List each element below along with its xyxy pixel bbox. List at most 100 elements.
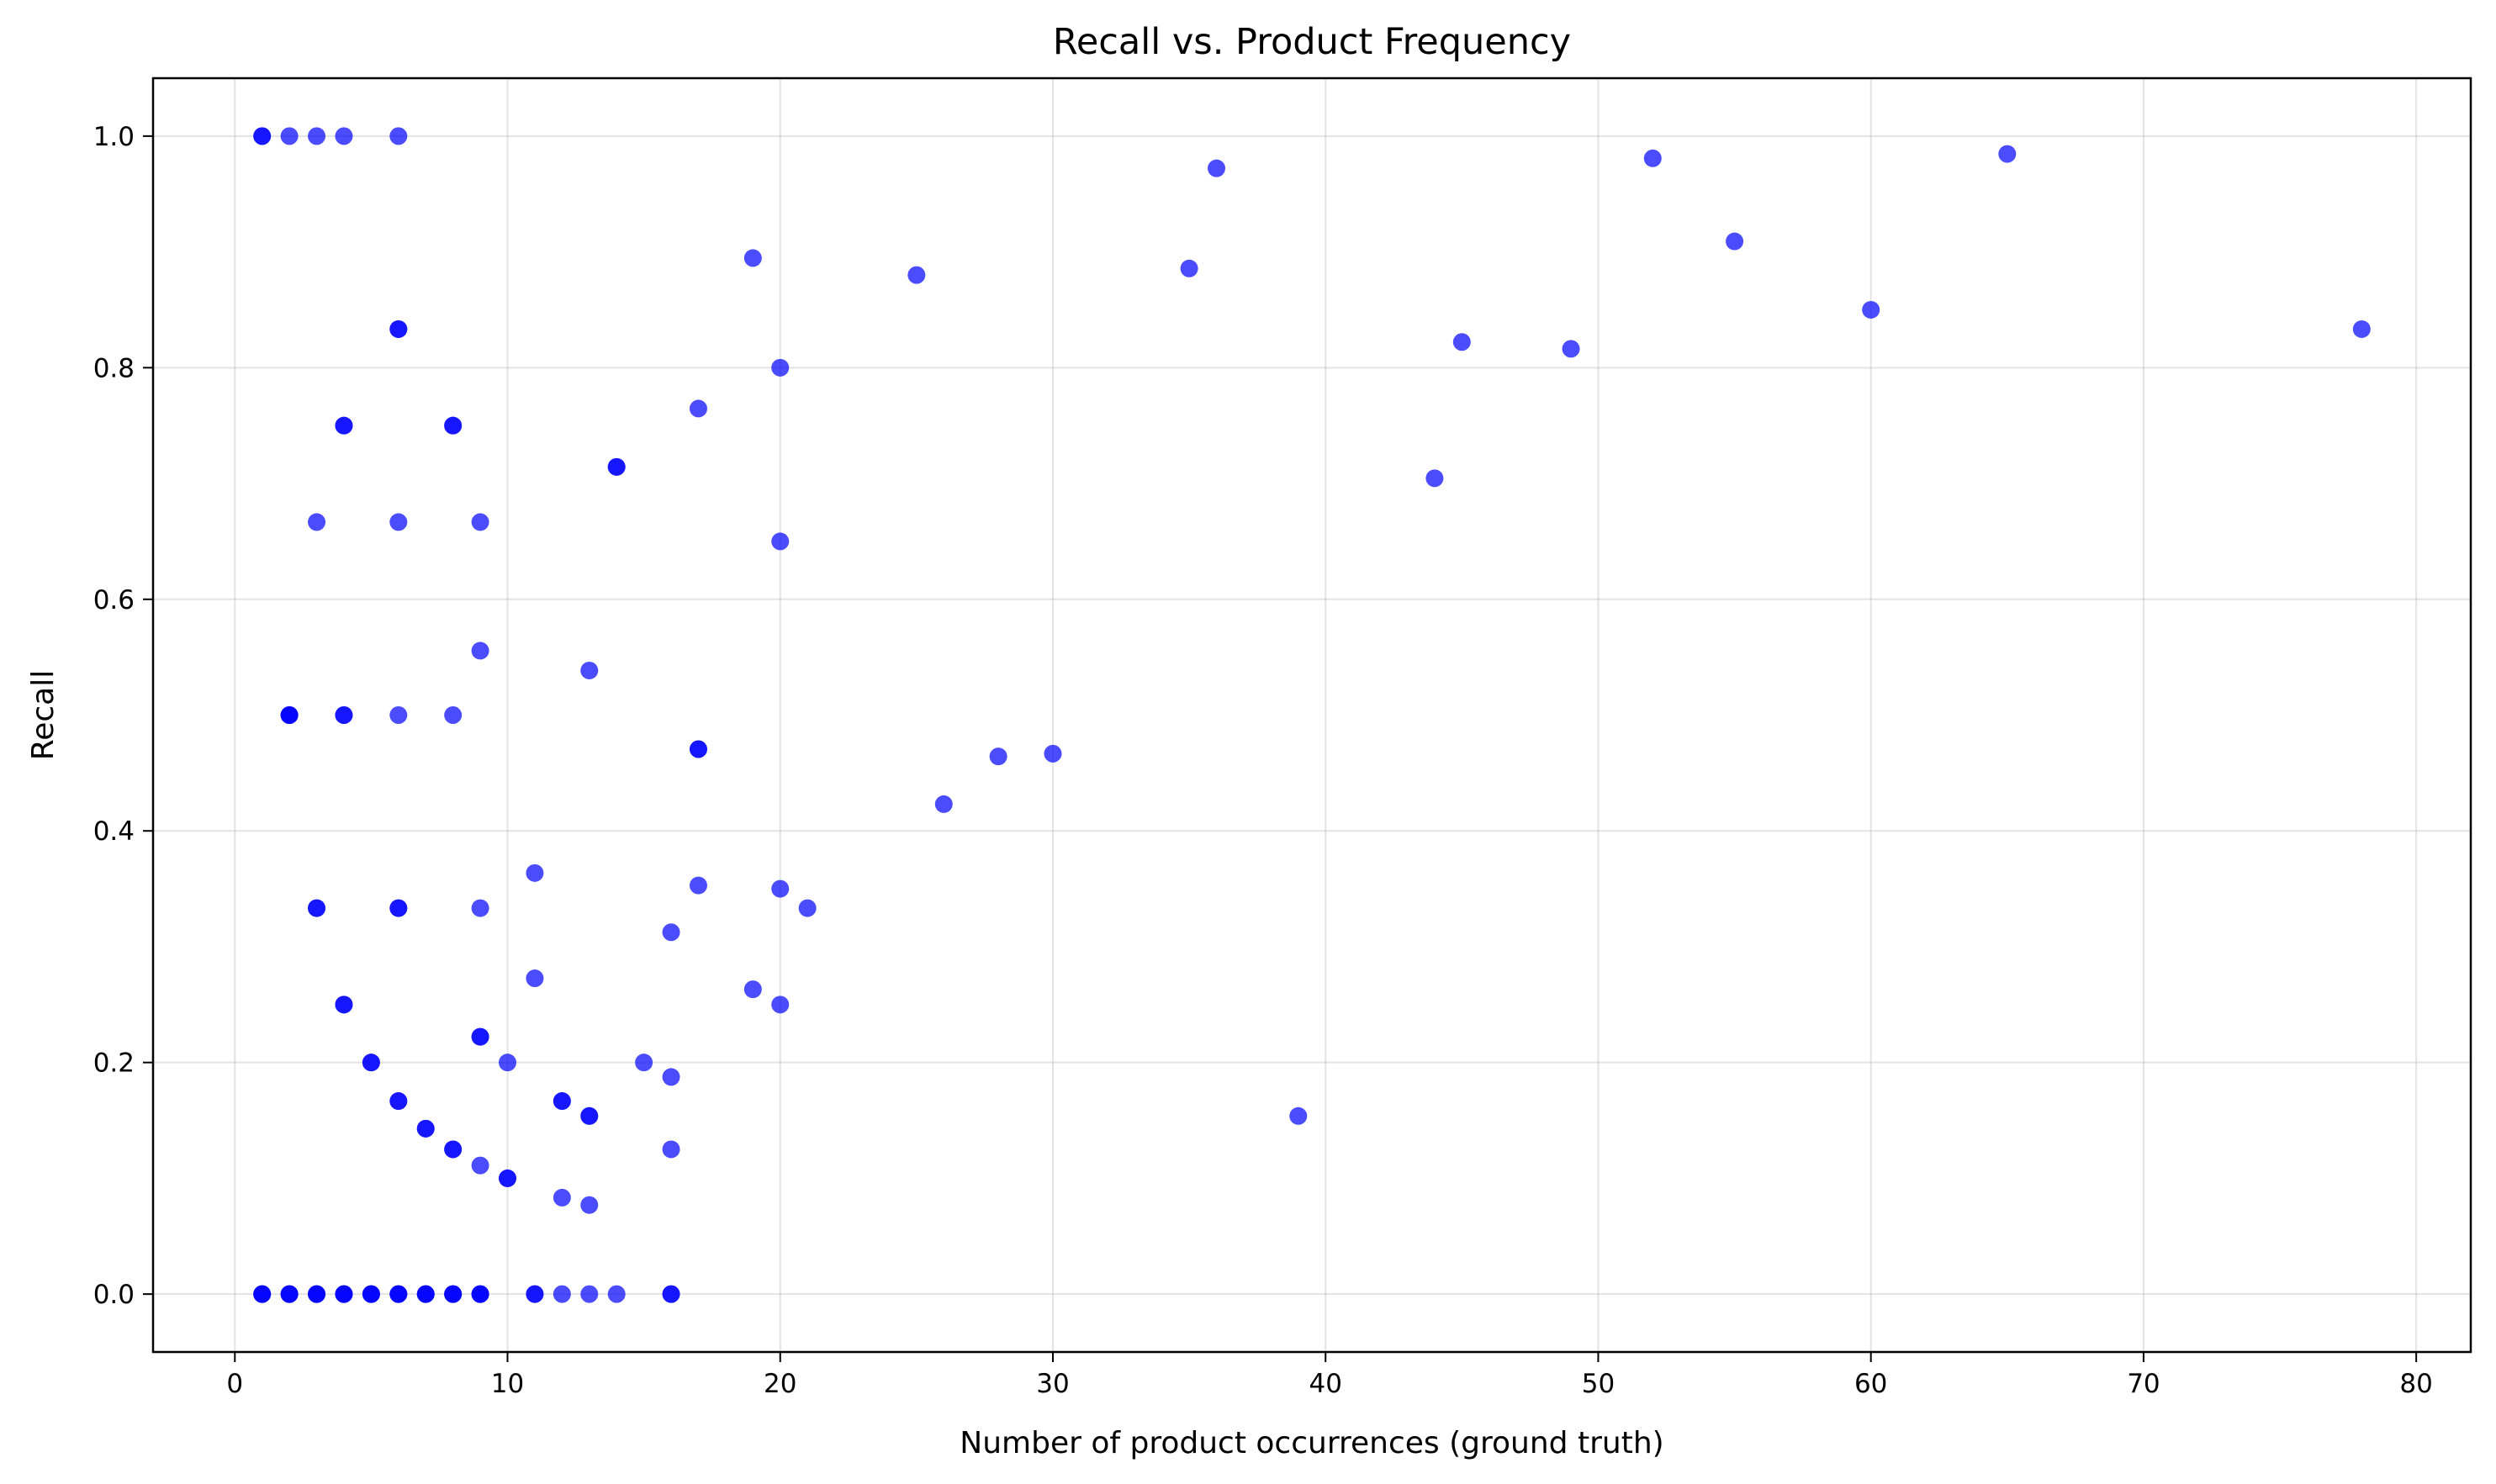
- data-point: [389, 706, 408, 724]
- data-point: [607, 457, 626, 476]
- data-point: [1562, 340, 1580, 358]
- data-point: [308, 127, 326, 145]
- data-point: [444, 1140, 463, 1159]
- data-point: [553, 1285, 571, 1303]
- data-point: [416, 1119, 435, 1138]
- data-point: [389, 1092, 408, 1111]
- grid: [153, 78, 2471, 1352]
- x-axis-title: Number of product occurrences (ground tr…: [960, 1426, 1663, 1460]
- data-point: [1425, 469, 1444, 488]
- x-tick-label: 50: [1582, 1369, 1615, 1399]
- data-point: [362, 1285, 380, 1303]
- data-point: [934, 795, 953, 813]
- y-tick-label: 1.0: [93, 122, 135, 152]
- data-point: [580, 1106, 599, 1125]
- data-point: [743, 249, 762, 267]
- y-tick-label: 0.0: [93, 1280, 135, 1310]
- data-point: [471, 1285, 489, 1303]
- data-point: [526, 1285, 544, 1303]
- y-tick-label: 0.8: [93, 353, 135, 383]
- x-tick-label: 40: [1309, 1369, 1341, 1399]
- data-point: [989, 747, 1007, 766]
- data-point: [607, 1285, 626, 1303]
- x-tick-label: 60: [1854, 1369, 1887, 1399]
- data-point: [662, 1140, 680, 1159]
- data-point: [689, 399, 707, 418]
- data-point: [1452, 333, 1471, 351]
- data-point: [580, 661, 599, 679]
- data-point: [444, 416, 463, 435]
- data-point: [771, 532, 790, 551]
- data-point: [662, 923, 680, 942]
- data-point: [743, 980, 762, 999]
- data-point: [471, 513, 489, 531]
- data-point: [335, 127, 353, 145]
- data-point: [389, 513, 408, 531]
- data-point: [471, 899, 489, 917]
- data-point: [308, 899, 326, 917]
- data-point: [798, 899, 817, 917]
- x-tick-label: 30: [1036, 1369, 1069, 1399]
- data-point: [1180, 259, 1198, 277]
- data-point: [389, 1285, 408, 1303]
- axis-ticks: 0 10 20 30 40 50 60 70 80 0.0 0.2 0.4 0.6 0.8 1.0: [93, 122, 2433, 1399]
- data-point: [907, 266, 926, 284]
- data-point: [662, 1285, 680, 1303]
- data-point: [771, 995, 790, 1014]
- data-point: [1208, 159, 1226, 177]
- data-point: [253, 1285, 272, 1303]
- data-point: [389, 127, 408, 145]
- y-axis-title: Recall: [26, 670, 61, 760]
- data-point: [280, 127, 299, 145]
- x-tick-label: 0: [226, 1369, 243, 1399]
- data-point: [444, 1285, 463, 1303]
- data-point: [389, 899, 408, 917]
- data-point: [335, 706, 353, 724]
- data-point: [553, 1188, 571, 1207]
- data-point: [580, 1285, 599, 1303]
- data-point: [1643, 149, 1662, 167]
- data-point: [280, 706, 299, 724]
- data-point: [1998, 145, 2017, 163]
- x-tick-label: 10: [491, 1369, 524, 1399]
- data-point: [253, 127, 272, 145]
- data-point: [580, 1196, 599, 1214]
- data-point: [362, 1054, 380, 1072]
- plot-frame: [151, 77, 2472, 1354]
- x-tick-label: 70: [2127, 1369, 2160, 1399]
- data-point: [553, 1092, 571, 1111]
- data-point: [635, 1054, 653, 1072]
- y-tick-label: 0.6: [93, 585, 135, 615]
- data-point: [526, 969, 544, 988]
- data-point: [499, 1169, 517, 1187]
- data-point: [471, 1027, 489, 1046]
- data-point: [471, 642, 489, 660]
- data-point: [2352, 320, 2371, 338]
- data-point: [662, 1068, 680, 1086]
- data-point: [335, 1285, 353, 1303]
- chart-title: Recall vs. Product Frequency: [1053, 21, 1571, 63]
- data-point: [1726, 232, 1744, 251]
- data-point: [689, 876, 707, 895]
- y-tick-label: 0.2: [93, 1048, 135, 1079]
- y-tick-label: 0.4: [93, 816, 135, 847]
- data-point: [1044, 744, 1062, 763]
- data-point: [280, 1285, 299, 1303]
- data-points: [253, 127, 2371, 1303]
- x-tick-label: 80: [2399, 1369, 2432, 1399]
- data-point: [771, 358, 790, 377]
- data-point: [416, 1285, 435, 1303]
- x-tick-label: 20: [764, 1369, 796, 1399]
- data-point: [444, 706, 463, 724]
- data-point: [335, 995, 353, 1014]
- data-point: [471, 1156, 489, 1175]
- data-point: [308, 1285, 326, 1303]
- data-point: [526, 863, 544, 882]
- data-point: [499, 1054, 517, 1072]
- data-point: [389, 320, 408, 338]
- data-point: [335, 416, 353, 435]
- data-point: [308, 513, 326, 531]
- data-point: [689, 740, 707, 758]
